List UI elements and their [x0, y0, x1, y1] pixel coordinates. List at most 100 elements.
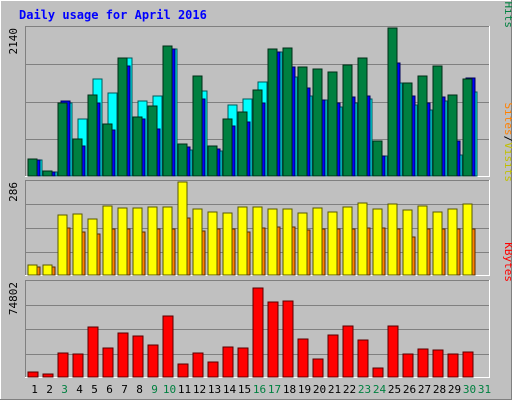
x-tick-label-day-3: 3 [61, 383, 68, 396]
x-tick-label-day-16: 16 [253, 383, 266, 396]
visits-legend: Sites/Visits [502, 103, 512, 183]
visits-legend-part-3: Visits [502, 142, 512, 182]
hits-bar-hits-day-12 [192, 75, 203, 177]
x-tick-label-day-23: 23 [358, 383, 371, 396]
x-tick-label-day-15: 15 [238, 383, 251, 396]
hits-bar-hits-day-2 [42, 170, 53, 177]
x-tick-label-day-1: 1 [31, 383, 38, 396]
visits-bar-visits-day-22 [342, 206, 353, 276]
x-tick-label-day-8: 8 [136, 383, 143, 396]
kbytes-bar-kbytes-day-25 [387, 325, 399, 378]
visits-bar-visits-day-25 [387, 203, 398, 276]
kbytes-bar-kbytes-day-22 [342, 325, 354, 378]
visits-bar-visits-day-21 [327, 211, 338, 276]
kbytes-bar-kbytes-day-17 [267, 301, 279, 378]
hits-bar-hits-day-3 [57, 102, 68, 177]
chart-title: Daily usage for April 2016 [19, 8, 207, 22]
x-tick-label-day-14: 14 [223, 383, 237, 396]
hits-bar-hits-day-9 [147, 105, 158, 177]
x-tick-label-day-24: 24 [373, 383, 387, 396]
hits-bar-hits-day-18 [282, 47, 293, 177]
hits-legend-part-4: / [502, 0, 512, 2]
kbytes-bar-kbytes-day-28 [432, 349, 444, 378]
visits-bar-visits-day-23 [357, 202, 368, 276]
kbytes-bar-kbytes-day-19 [297, 338, 309, 378]
visits-bar-visits-day-1 [27, 264, 38, 276]
visits-bar-visits-day-11 [177, 181, 188, 276]
kbytes-bar-kbytes-day-11 [177, 363, 189, 378]
x-tick-label-day-9: 9 [151, 383, 158, 396]
visits-bar-visits-day-26 [402, 209, 413, 276]
x-tick-label-day-12: 12 [193, 383, 206, 396]
visits-bar-visits-day-5 [87, 218, 98, 276]
kbytes-bar-kbytes-day-18 [282, 300, 294, 378]
x-tick-label-day-20: 20 [313, 383, 326, 396]
visits-bar-visits-day-18 [282, 208, 293, 276]
visits-bar-visits-day-9 [147, 206, 158, 276]
x-tick-label-day-25: 25 [388, 383, 401, 396]
visits-bar-visits-day-6 [102, 205, 113, 276]
hits-panel: 2140 Pages/Files/Hits [7, 0, 512, 177]
x-tick-label-day-17: 17 [268, 383, 281, 396]
hits-bar-hits-day-6 [102, 123, 113, 177]
x-tick-label-day-2: 2 [46, 383, 53, 396]
x-tick-label-day-6: 6 [106, 383, 113, 396]
hits-bar-hits-day-28 [432, 65, 443, 177]
x-tick-label-day-10: 10 [163, 383, 176, 396]
kbytes-legend-part-1: KBytes [502, 242, 512, 282]
hits-legend: Pages/Files/Hits [502, 0, 512, 28]
x-tick-label-day-11: 11 [178, 383, 191, 396]
hits-bar-hits-day-7 [117, 57, 128, 177]
hits-bar-hits-day-24 [372, 140, 383, 177]
kbytes-bar-kbytes-day-2 [42, 373, 54, 378]
kbytes-bar-kbytes-day-23 [357, 339, 369, 378]
hits-bar-hits-day-10 [162, 45, 173, 177]
kbytes-bar-kbytes-day-29 [447, 353, 459, 378]
kbytes-bar-kbytes-day-16 [252, 287, 264, 378]
visits-bar-visits-day-12 [192, 208, 203, 276]
kbytes-bar-kbytes-day-15 [237, 347, 249, 378]
visits-bar-visits-day-29 [447, 208, 458, 276]
kbytes-bar-kbytes-day-24 [372, 367, 384, 378]
hits-bar-hits-day-30 [462, 78, 473, 177]
hits-bar-hits-day-8 [132, 116, 143, 177]
hits-bar-hits-day-1 [27, 158, 38, 177]
x-tick-label-day-5: 5 [91, 383, 98, 396]
hits-bar-hits-day-16 [252, 89, 263, 177]
x-tick-label-day-21: 21 [328, 383, 341, 396]
visits-scale-label: 286 [7, 182, 20, 202]
visits-legend-part-1: Sites [502, 103, 512, 136]
hits-bar-hits-day-29 [447, 94, 458, 177]
hits-bar-hits-day-20 [312, 68, 323, 177]
visits-bar-visits-day-4 [72, 213, 83, 276]
visits-bar-visits-day-30 [462, 203, 473, 276]
kbytes-bar-kbytes-day-27 [417, 348, 429, 378]
kbytes-panel: 74802 KBytes [7, 242, 512, 378]
kbytes-bar-kbytes-day-12 [192, 352, 204, 378]
hits-bar-hits-day-21 [327, 71, 338, 177]
x-tick-label-day-26: 26 [403, 383, 416, 396]
kbytes-bar-kbytes-day-9 [147, 344, 159, 378]
kbytes-bar-kbytes-day-5 [87, 326, 99, 378]
kbytes-bar-kbytes-day-1 [27, 371, 39, 378]
visits-bar-visits-day-7 [117, 207, 128, 276]
hits-bar-hits-day-14 [222, 118, 233, 177]
x-tick-label-day-30: 30 [463, 383, 476, 396]
kbytes-bar-kbytes-day-10 [162, 315, 174, 378]
x-tick-label-day-22: 22 [343, 383, 356, 396]
x-tick-label-day-13: 13 [208, 383, 221, 396]
x-tick-label-day-28: 28 [433, 383, 446, 396]
visits-bar-visits-day-15 [237, 206, 248, 276]
kbytes-scale-label: 74802 [7, 282, 20, 315]
x-tick-label-day-27: 27 [418, 383, 431, 396]
hits-bar-hits-day-23 [357, 57, 368, 177]
hits-bar-hits-day-26 [402, 82, 413, 177]
visits-bar-visits-day-27 [417, 205, 428, 276]
x-tick-label-day-29: 29 [448, 383, 461, 396]
kbytes-bar-kbytes-day-21 [327, 334, 339, 378]
kbytes-bar-kbytes-day-4 [72, 353, 84, 378]
x-tick-label-day-4: 4 [76, 383, 83, 396]
kbytes-bar-kbytes-day-8 [132, 335, 144, 378]
visits-bar-visits-day-8 [132, 207, 143, 276]
